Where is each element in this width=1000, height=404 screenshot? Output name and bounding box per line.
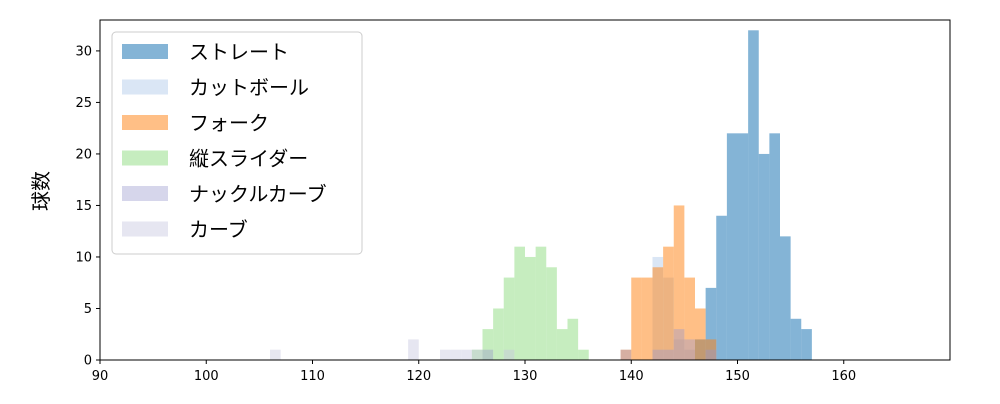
- series-4: [482, 329, 717, 360]
- histogram-bar: [801, 329, 812, 360]
- histogram-bar: [758, 153, 770, 360]
- x-tick-label: 90: [92, 369, 109, 384]
- histogram-bar: [578, 349, 589, 360]
- histogram-bar: [556, 329, 568, 360]
- histogram-bar: [748, 30, 759, 360]
- y-tick-label: 15: [75, 199, 92, 214]
- series-5: [270, 339, 515, 360]
- legend-label: 縦スライダー: [189, 147, 308, 171]
- histogram-bar: [471, 349, 483, 360]
- y-axis-label: 球数: [29, 171, 53, 211]
- histogram-bar: [737, 133, 749, 360]
- histogram-bar: [769, 133, 780, 360]
- histogram-bar: [663, 349, 674, 360]
- legend-label: ストレート: [189, 40, 289, 64]
- y-tick-label: 30: [75, 44, 92, 59]
- legend-label: カットボール: [189, 76, 309, 100]
- y-tick-label: 25: [75, 96, 92, 111]
- y-tick-label: 5: [84, 302, 92, 317]
- legend-swatch: [122, 79, 168, 95]
- histogram-bar: [514, 246, 525, 360]
- histogram-bar: [726, 133, 738, 360]
- histogram-bar: [716, 215, 727, 360]
- histogram-bar: [705, 287, 717, 360]
- histogram-bar: [652, 349, 664, 360]
- histogram-bar: [482, 349, 494, 360]
- histogram-bar: [535, 246, 547, 360]
- histogram-bar: [780, 236, 791, 360]
- histogram-bar: [493, 308, 504, 360]
- histogram-bar: [705, 349, 717, 360]
- legend-swatch: [122, 44, 168, 59]
- histogram-bar: [620, 349, 632, 360]
- series-2: [620, 205, 717, 360]
- histogram-bar: [482, 329, 494, 360]
- legend-swatch: [122, 150, 168, 166]
- histogram-bar: [641, 277, 653, 360]
- histogram-bar: [673, 205, 685, 360]
- histogram-bar: [684, 277, 695, 360]
- x-tick-label: 140: [619, 369, 644, 384]
- histogram-bar: [471, 349, 483, 360]
- y-tick-label: 0: [84, 354, 92, 369]
- histogram-bar: [503, 349, 515, 360]
- series-3: [471, 246, 589, 360]
- histogram-bar: [408, 339, 419, 360]
- legend-swatch: [122, 115, 168, 130]
- x-tick-label: 120: [406, 369, 431, 384]
- legend-label: ナックルカーブ: [189, 182, 327, 206]
- axes-layer: 90 100 110 120 130 140 150 160 0 5 10 15 20 25 30: [75, 19, 951, 384]
- histogram-bar: [270, 349, 281, 360]
- legend-box: [111, 31, 363, 255]
- y-tick-label: 20: [75, 147, 92, 162]
- x-tick-label: 160: [831, 369, 856, 384]
- histogram-bar: [631, 277, 642, 360]
- histogram-bar: [705, 339, 717, 360]
- histogram-bar: [503, 277, 515, 360]
- legend-label: フォーク: [189, 111, 269, 135]
- histogram-bar: [684, 339, 695, 360]
- histogram-bar: [525, 256, 536, 360]
- x-tick-label: 130: [513, 369, 538, 384]
- histogram-bar: [567, 318, 579, 360]
- histogram-bar: [663, 246, 674, 360]
- y-tick-label: 10: [75, 250, 92, 265]
- legend-label: カーブ: [189, 218, 248, 242]
- legend-swatch: [122, 221, 168, 237]
- legend-swatch: [122, 186, 168, 201]
- bars-layer: [270, 30, 812, 360]
- histogram-bar: [450, 349, 462, 360]
- x-tick-label: 110: [300, 369, 325, 384]
- histogram-bar: [440, 349, 451, 360]
- histogram-bar: [673, 329, 685, 360]
- histogram-bar: [652, 267, 664, 360]
- histogram-bar: [695, 308, 706, 360]
- histogram-bar: [461, 349, 472, 360]
- x-tick-label: 100: [194, 369, 219, 384]
- histogram-bar: [620, 349, 632, 360]
- histogram-bar: [546, 267, 557, 360]
- histogram-bar: [790, 318, 802, 360]
- series-0: [695, 30, 812, 360]
- x-tick-label: 150: [725, 369, 750, 384]
